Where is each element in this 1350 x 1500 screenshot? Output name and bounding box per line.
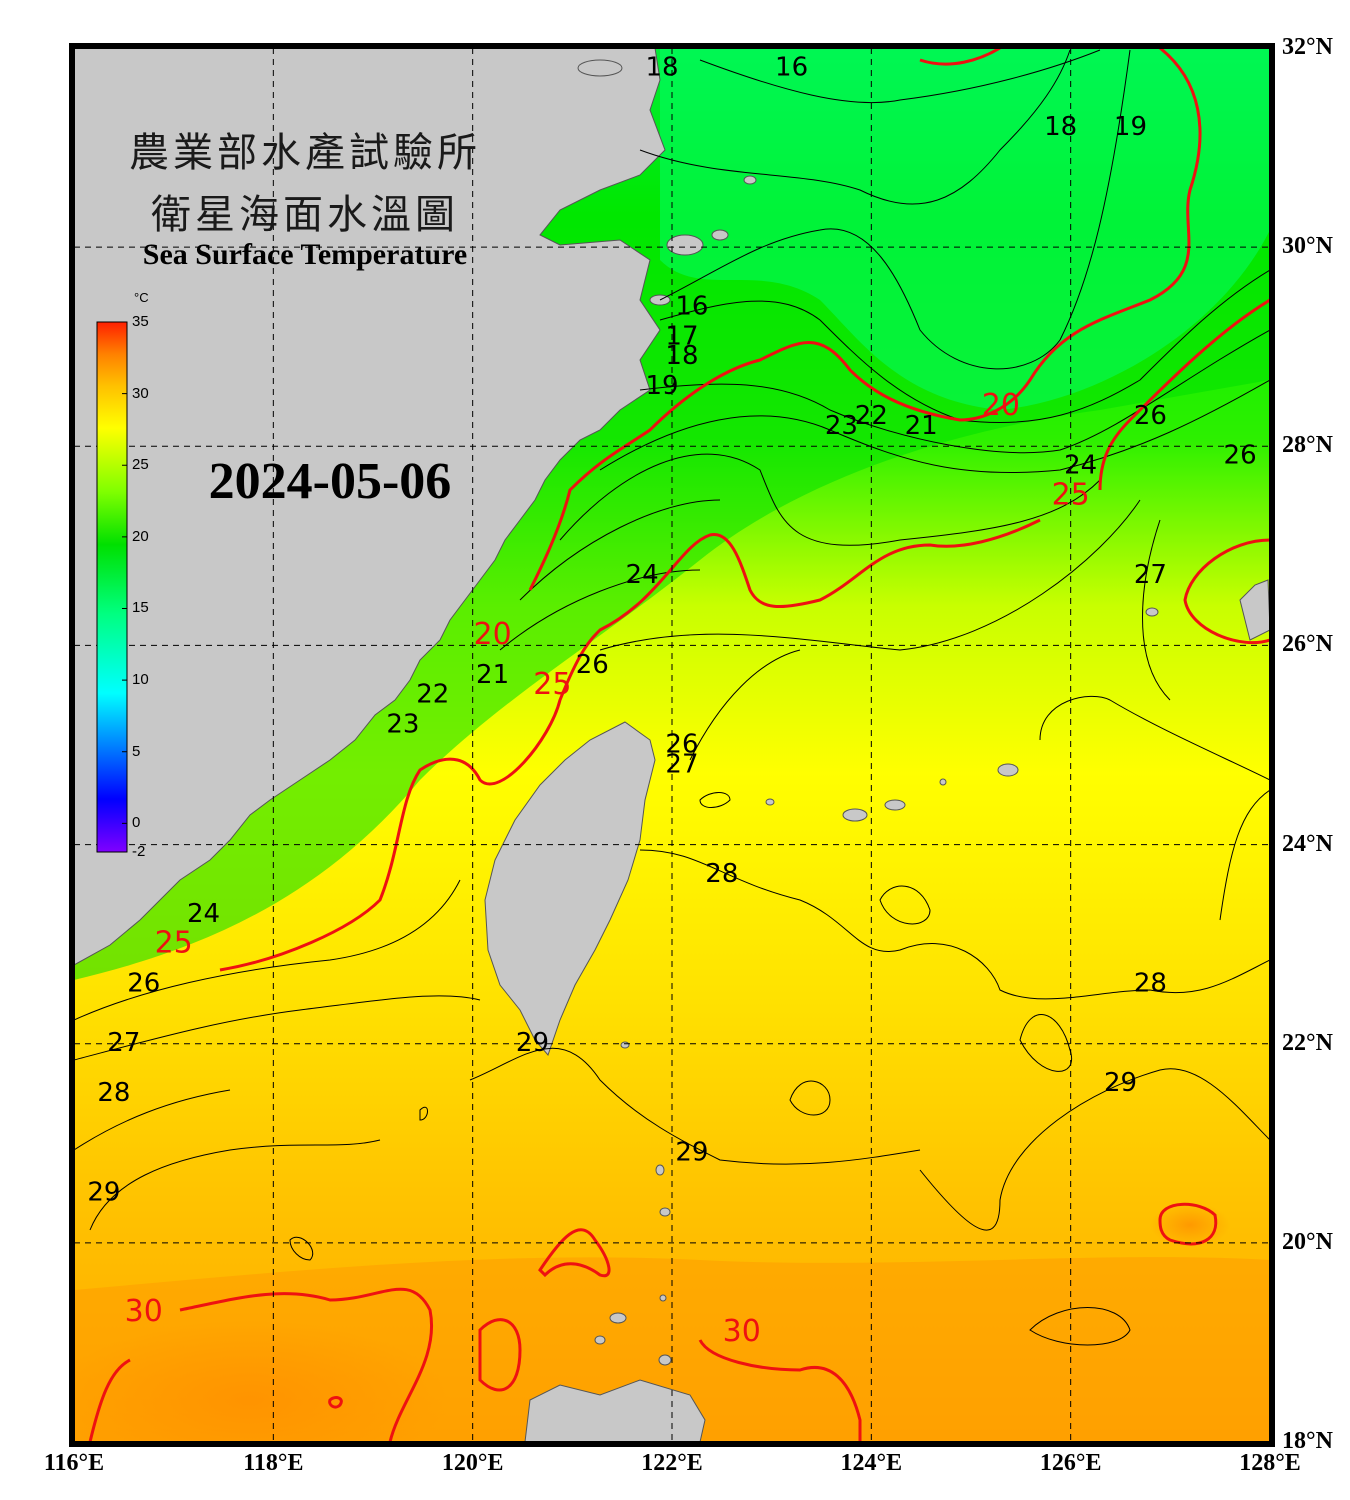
latitude-label: 18°N [1282,1428,1333,1454]
contour-label: 27 [665,749,698,779]
colorbar-tick-label: 5 [132,742,141,760]
contour-label: 21 [476,660,509,690]
title-chinese-line1: 農業部水產試驗所 [129,130,481,176]
contour-label: 29 [87,1178,120,1208]
contour-label: 17 [665,321,698,351]
date-label: 2024-05-06 [208,453,452,510]
colorbar-tick-label: 35 [132,313,149,330]
longitude-label: 120°E [441,1450,504,1476]
contour-label: 29 [1104,1068,1137,1098]
china-mainland [74,48,666,966]
contour-label: 27 [107,1028,140,1058]
contour-label: 26 [665,730,698,760]
colorbar-tick-label: 10 [132,671,149,689]
colorbar-tick-label: -2 [132,843,146,860]
longitude-label: 124°E [840,1450,903,1476]
latitude-label: 24°N [1282,830,1333,857]
latitude-label: 20°N [1282,1228,1333,1255]
longitude-label: 116°E [43,1450,105,1476]
latitude-label: 26°N [1282,631,1333,658]
contour-label: 26 [1224,441,1257,471]
contour-label: 18 [645,52,678,82]
contour-label: 19 [1114,112,1147,142]
contour-label: 22 [855,401,888,431]
latitude-label: 30°N [1282,233,1333,260]
contour-label: 19 [645,371,678,401]
latitude-label: 32°N [1282,34,1333,60]
warm-spot [74,1320,450,1442]
contour-label: 24 [626,560,659,590]
major-contour-label: 20 [474,617,512,652]
colorbar-tick-label: 20 [132,527,149,545]
colorbar [96,321,128,853]
colorbar-tick-label: 25 [132,456,149,474]
longitude-label: 126°E [1039,1450,1102,1476]
major-contour-label: 25 [1052,478,1090,513]
longitude-label: 128°E [1239,1450,1301,1476]
luzon-island [524,1379,706,1442]
major-contour-label: 25 [533,667,571,702]
warm-spot [1150,1203,1230,1247]
northern-cool-water [660,48,1270,410]
major-contour-label: 30 [125,1294,163,1329]
major-contour-label: 25 [155,926,193,961]
contour-label: 23 [825,411,858,441]
contour-label: 28 [97,1078,130,1108]
small-islands [577,59,1159,1366]
contour-label: 22 [416,680,449,710]
contour-label: 16 [675,291,708,321]
contour-label: 24 [1064,451,1097,481]
taiwan-island [484,721,656,1056]
title-english: Sea Surface Temperature [142,238,468,271]
contour-label: 29 [516,1028,549,1058]
major-isotherm-lines [88,48,1270,1442]
contour-label: 26 [576,650,609,680]
contour-label: 18 [1044,112,1077,142]
contour-label: 16 [775,52,808,82]
colorbar-tick-label: 0 [132,814,141,832]
contour-label: 21 [905,411,938,441]
contour-label: 23 [386,710,419,740]
contour-label: 18 [665,341,698,371]
latitude-label: 22°N [1282,1029,1333,1056]
major-contour-label: 30 [723,1314,761,1349]
contour-label: 26 [1134,401,1167,431]
contour-label: 26 [127,968,160,998]
colorbar-tick-label: 15 [132,599,149,617]
longitude-label: 118°E [243,1450,304,1476]
latitude-label: 28°N [1282,432,1333,459]
longitude-label: 122°E [641,1450,703,1476]
map-frame [69,43,1275,1447]
graticule [74,48,1270,1442]
colorbar-ticks [122,321,127,853]
colorbar-unit: °C [134,290,149,305]
contour-label: 28 [705,859,738,889]
contour-label: 29 [675,1138,708,1168]
title-chinese-line2: 衛星海面水溫圖 [151,192,459,238]
contour-label: 28 [1134,968,1167,998]
contour-label: 24 [187,899,220,929]
contour-label: 27 [1134,560,1167,590]
major-contour-label: 20 [982,388,1020,423]
colorbar-tick-label: 30 [132,384,149,402]
